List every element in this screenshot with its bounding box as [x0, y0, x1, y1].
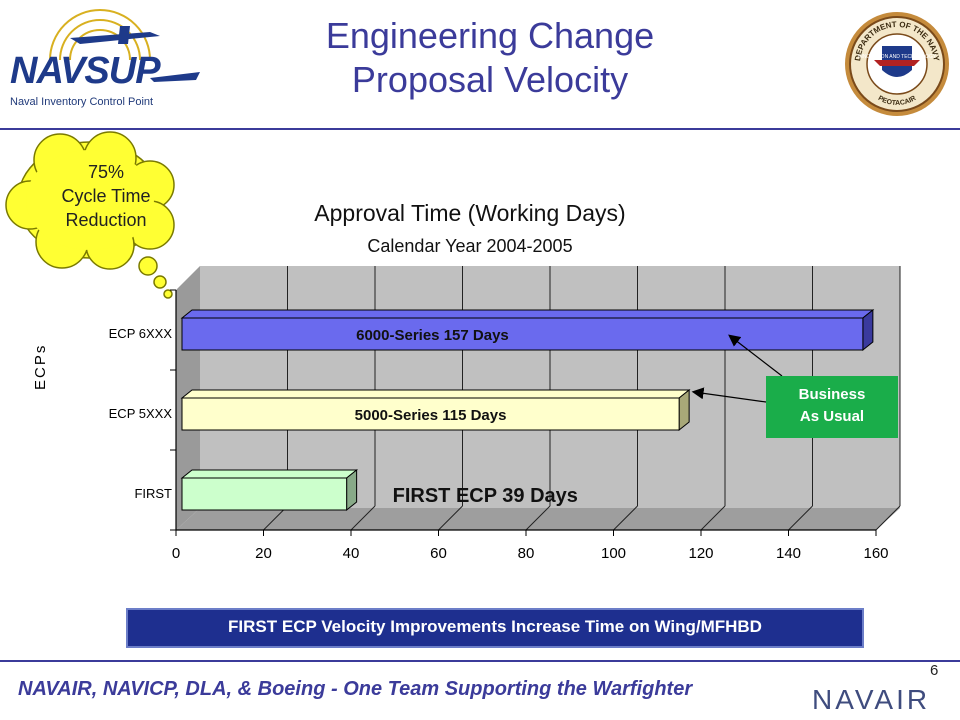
- y-axis-title: ECPs: [32, 343, 49, 390]
- conclusion-banner-text: FIRST ECP Velocity Improvements Increase…: [228, 617, 762, 636]
- bar-data-label: 6000-Series 157 Days: [356, 327, 509, 344]
- floor-gridline: [788, 505, 813, 531]
- bar-0: 6000-Series 157 Days: [180, 308, 875, 352]
- y-tick-label: FIRST: [134, 486, 172, 501]
- chart-subtitle: Calendar Year 2004-2005: [367, 236, 573, 256]
- wing-swoosh-icon: [150, 72, 200, 82]
- callout-line1: 75%: [87, 162, 125, 182]
- bar-front: [181, 397, 680, 431]
- bar-1: 5000-Series 115 Days: [180, 388, 691, 432]
- conclusion-banner: [126, 608, 864, 648]
- x-tick-label: 60: [430, 545, 447, 562]
- page-title: Engineering Change Proposal Velocity: [280, 14, 700, 102]
- floor-gridline: [875, 505, 901, 531]
- navy-seal: DEPARTMENT OF THE NAVY PEOTACAIR INNOVAT…: [845, 12, 949, 116]
- navsup-radar-icon: [49, 9, 160, 61]
- floor-gridline: [525, 505, 551, 531]
- x-tick-label: 0: [172, 545, 180, 562]
- chart-title: Approval Time (Working Days): [314, 200, 626, 226]
- bar-front: [181, 317, 864, 351]
- seal-center-text: INNOVATION AND TECHNOLOGY: [858, 54, 937, 60]
- bar-top: [180, 389, 691, 399]
- approval-time-chart: 6000-Series 157 Days 5000-Series 115 Days…: [170, 266, 901, 562]
- business-line1: Business: [798, 386, 866, 403]
- y-tick-label: ECP 5XXX: [108, 406, 172, 421]
- bar-top: [180, 469, 359, 479]
- x-tick-label: 120: [688, 545, 713, 562]
- business-as-usual-box: Business As Usual: [766, 376, 898, 438]
- x-tick-label: 160: [863, 545, 888, 562]
- navsup-logo: NAVSUP Naval Inventory Control Point: [0, 0, 210, 125]
- page-title-line2: Proposal Velocity: [351, 59, 629, 100]
- floor-gridline: [700, 505, 726, 531]
- bar-data-label: 5000-Series 115 Days: [355, 407, 507, 424]
- arrow-to-6xxx: [728, 334, 783, 377]
- bar-data-label: FIRST ECP 39 Days: [393, 485, 578, 507]
- page-number: 6: [930, 662, 939, 679]
- x-tick-label: 40: [343, 545, 360, 562]
- floor-gridline: [438, 505, 463, 531]
- bar-top: [180, 309, 875, 319]
- business-line2: As Usual: [799, 408, 865, 425]
- navsup-logo-text: NAVSUP: [10, 50, 161, 92]
- floor-gridline: [613, 505, 638, 531]
- callout-line3: Reduction: [65, 210, 147, 230]
- floor-gridline: [350, 505, 376, 531]
- thought-cloud-icon: [5, 131, 175, 299]
- cloud-callout-text: 75% Cycle Time Reduction: [40, 160, 172, 232]
- x-tick-label: 20: [255, 545, 272, 562]
- x-tick-label: 80: [518, 545, 535, 562]
- x-tick-label: 140: [776, 545, 801, 562]
- bar-2: FIRST ECP 39 Days: [180, 468, 578, 512]
- footer-divider: [0, 660, 960, 662]
- navair-logo-text: NAVAIR: [812, 684, 931, 715]
- bar-front: [181, 477, 348, 511]
- header-divider: [0, 128, 960, 130]
- callout-line2: Cycle Time: [61, 186, 151, 206]
- y-tick-label: ECP 6XXX: [108, 326, 172, 341]
- logo-tagline: Naval Inventory Control Point: [10, 96, 154, 108]
- arrow-to-5xxx: [691, 387, 767, 403]
- footer-tagline: NAVAIR, NAVICP, DLA, & Boeing - One Team…: [18, 678, 693, 700]
- page-title-line1: Engineering Change: [325, 15, 655, 56]
- x-tick-label: 100: [601, 545, 626, 562]
